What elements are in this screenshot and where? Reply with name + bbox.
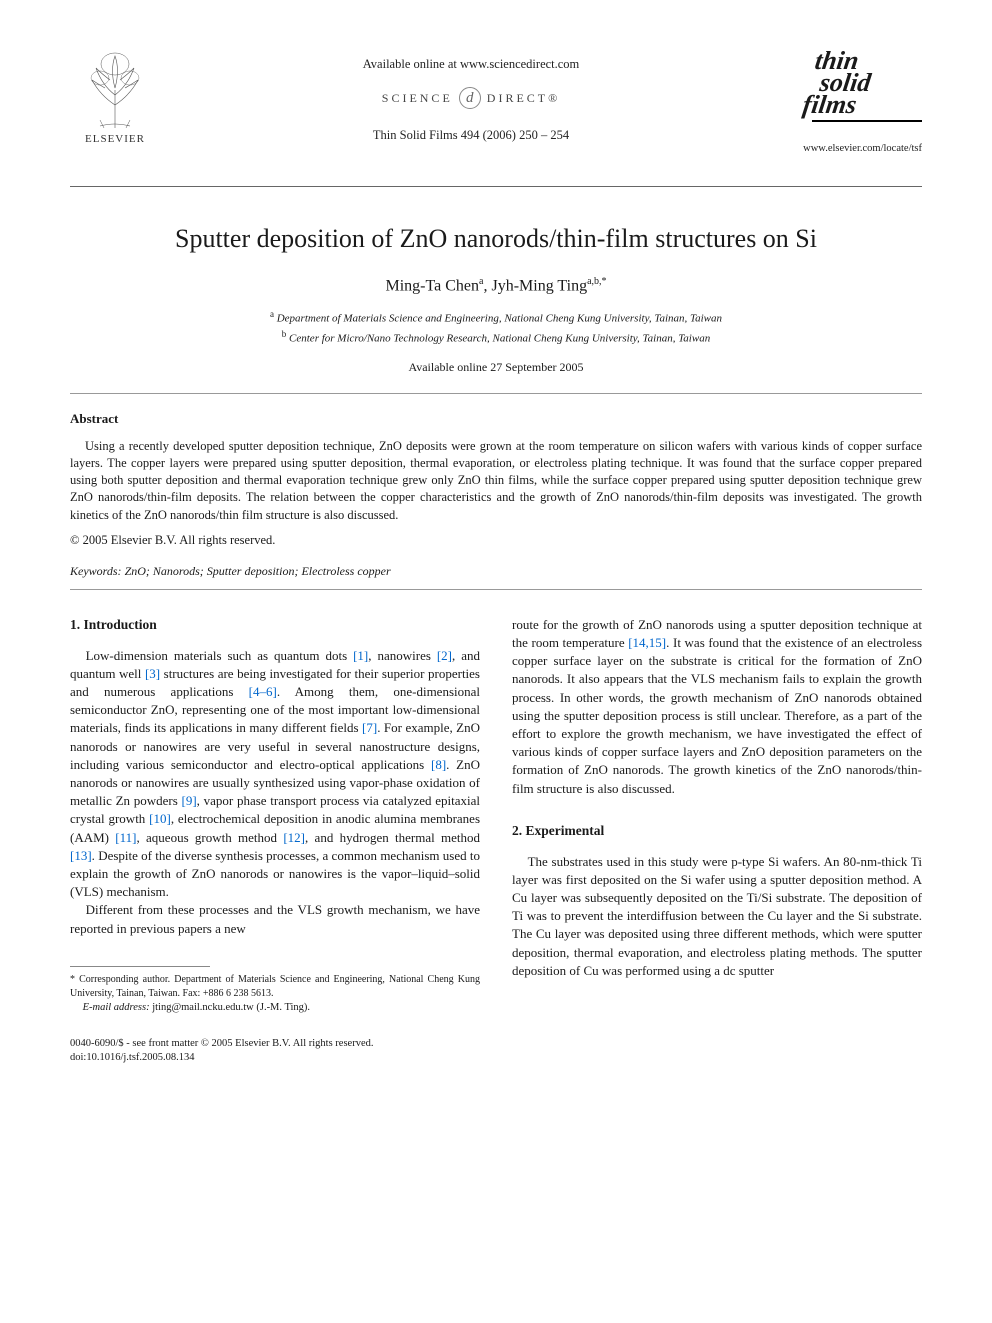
abstract-top-rule xyxy=(70,393,922,394)
header-top-row: ELSEVIER Available online at www.science… xyxy=(70,50,922,156)
author-list: Ming-Ta Chena, Jyh-Ming Tinga,b,* xyxy=(70,275,922,297)
ref-link-3[interactable]: [3] xyxy=(145,666,160,681)
keywords-label: Keywords: xyxy=(70,564,122,578)
author-2: Jyh-Ming Ting xyxy=(491,277,587,294)
ref-link-8[interactable]: [8] xyxy=(431,757,446,772)
p1-b: , nanowires xyxy=(368,648,437,663)
email-label: E-mail address: xyxy=(83,1002,150,1013)
p2-c: . It was found that the existence of an … xyxy=(512,635,922,796)
publisher-logo-block: ELSEVIER xyxy=(70,50,160,147)
tsf-underline xyxy=(812,120,922,122)
article-title: Sputter deposition of ZnO nanorods/thin-… xyxy=(70,221,922,256)
affiliation-b: b Center for Micro/Nano Technology Resea… xyxy=(70,328,922,347)
affil-a-text: Department of Materials Science and Engi… xyxy=(274,313,722,325)
abstract-body: Using a recently developed sputter depos… xyxy=(70,438,922,524)
p1-j: , aqueous growth method xyxy=(136,830,283,845)
right-column: route for the growth of ZnO nanorods usi… xyxy=(512,616,922,1066)
intro-paragraph-2-right: route for the growth of ZnO nanorods usi… xyxy=(512,616,922,798)
elsevier-tree-icon xyxy=(80,50,150,130)
author-2-affil: a,b,* xyxy=(587,276,606,287)
affil-b-text: Center for Micro/Nano Technology Researc… xyxy=(286,332,710,344)
journal-locate-url: www.elsevier.com/locate/tsf xyxy=(782,142,922,156)
ref-link-14-15[interactable]: [14,15] xyxy=(628,635,666,650)
journal-reference: Thin Solid Films 494 (2006) 250 – 254 xyxy=(160,127,782,144)
ref-link-7[interactable]: [7] xyxy=(362,720,377,735)
affiliation-a: a Department of Materials Science and En… xyxy=(70,308,922,327)
article-header: ELSEVIER Available online at www.science… xyxy=(70,50,922,156)
left-column: 1. Introduction Low-dimension materials … xyxy=(70,616,480,1066)
affiliations: a Department of Materials Science and En… xyxy=(70,308,922,346)
corresponding-author-footnote: * Corresponding author. Department of Ma… xyxy=(70,973,480,1016)
ref-link-11[interactable]: [11] xyxy=(115,830,136,845)
footnote-separator xyxy=(70,966,210,967)
intro-paragraph-1: Low-dimension materials such as quantum … xyxy=(70,647,480,902)
intro-paragraph-2-left: Different from these processes and the V… xyxy=(70,901,480,937)
footnote-corr-text: * Corresponding author. Department of Ma… xyxy=(70,974,480,999)
abstract-heading: Abstract xyxy=(70,410,922,428)
ref-link-4-6[interactable]: [4–6] xyxy=(249,684,277,699)
section-2-heading: 2. Experimental xyxy=(512,822,922,841)
doi-line: doi:10.1016/j.tsf.2005.08.134 xyxy=(70,1051,480,1065)
p1-a: Low-dimension materials such as quantum … xyxy=(86,648,354,663)
experimental-paragraph-1: The substrates used in this study were p… xyxy=(512,853,922,980)
p1-l: . Despite of the diverse synthesis proce… xyxy=(70,848,480,899)
footnote-email: E-mail address: jting@mail.ncku.edu.tw (… xyxy=(70,1001,480,1015)
author-1: Ming-Ta Chen xyxy=(385,277,479,294)
available-online-line: Available online at www.sciencedirect.co… xyxy=(160,56,782,73)
email-value: jting@mail.ncku.edu.tw (J.-M. Ting). xyxy=(150,1002,310,1013)
author-1-affil: a xyxy=(479,276,483,287)
p2-a: Different from these processes and the V… xyxy=(70,902,480,935)
elsevier-label: ELSEVIER xyxy=(70,132,160,147)
ref-link-12[interactable]: [12] xyxy=(283,830,305,845)
available-online-date: Available online 27 September 2005 xyxy=(70,359,922,375)
sciencedirect-logo: SCIENCE d DIRECT® xyxy=(160,87,782,109)
keywords-text: ZnO; Nanorods; Sputter deposition; Elect… xyxy=(122,564,391,578)
header-center: Available online at www.sciencedirect.co… xyxy=(160,50,782,144)
footer-block: 0040-6090/$ - see front matter © 2005 El… xyxy=(70,1037,480,1065)
keywords-line: Keywords: ZnO; Nanorods; Sputter deposit… xyxy=(70,563,922,579)
journal-logo-block: thin solid films www.elsevier.com/locate… xyxy=(782,50,922,156)
abstract-text: Using a recently developed sputter depos… xyxy=(70,439,922,522)
sd-left: SCIENCE xyxy=(382,90,453,106)
abstract-bottom-rule xyxy=(70,589,922,590)
ref-link-2[interactable]: [2] xyxy=(437,648,452,663)
section-1-heading: 1. Introduction xyxy=(70,616,480,635)
footnote-corr: * Corresponding author. Department of Ma… xyxy=(70,973,480,1001)
issn-line: 0040-6090/$ - see front matter © 2005 El… xyxy=(70,1037,480,1051)
ref-link-10[interactable]: [10] xyxy=(149,811,171,826)
tsf-word-3: films xyxy=(801,94,920,116)
abstract-copyright: © 2005 Elsevier B.V. All rights reserved… xyxy=(70,532,922,549)
sd-d-icon: d xyxy=(459,87,481,109)
ref-link-9[interactable]: [9] xyxy=(182,793,197,808)
ref-link-13[interactable]: [13] xyxy=(70,848,92,863)
thin-solid-films-logo: thin solid films xyxy=(807,50,926,116)
p1-k: , and hydrogen thermal method xyxy=(305,830,480,845)
ref-link-1[interactable]: [1] xyxy=(353,648,368,663)
body-columns: 1. Introduction Low-dimension materials … xyxy=(70,616,922,1066)
top-rule xyxy=(70,186,922,187)
sd-right: DIRECT® xyxy=(487,90,560,106)
